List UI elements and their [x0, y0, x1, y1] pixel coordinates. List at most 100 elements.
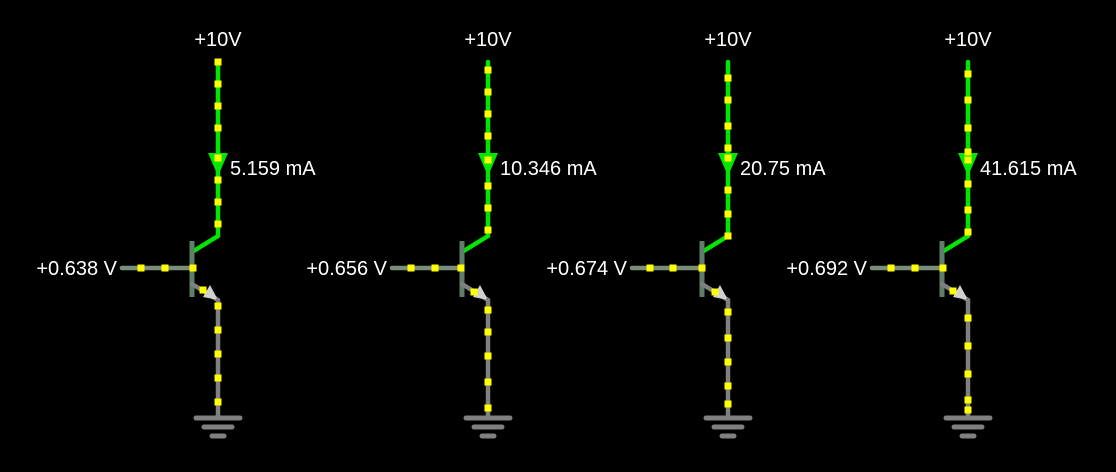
current-arrow-icon	[958, 153, 978, 176]
current-dot	[964, 124, 972, 132]
current-dots	[646, 74, 732, 408]
ground-icon	[703, 415, 753, 439]
current-dot	[137, 264, 145, 272]
current-dot	[484, 182, 492, 190]
current-dot	[698, 264, 706, 272]
transistor-circuit-2: +10V 10.346 mA +0.656 V	[306, 29, 597, 439]
current-dots	[137, 58, 222, 406]
current-dot	[964, 342, 972, 350]
current-dot	[484, 226, 492, 234]
current-dot	[484, 88, 492, 96]
current-dot	[964, 406, 972, 414]
current-dot	[214, 374, 222, 382]
current-dot	[711, 288, 719, 296]
current-dot	[484, 306, 492, 314]
current-dot	[214, 350, 222, 358]
current-dot	[669, 264, 677, 272]
collector-current-label: 20.75 mA	[740, 158, 826, 180]
current-dot	[484, 204, 492, 212]
collector-current-label: 41.615 mA	[980, 158, 1077, 180]
collector-current-label: 10.346 mA	[500, 158, 597, 180]
emitter-arrow-icon	[953, 285, 968, 300]
current-dot	[214, 176, 222, 184]
current-dot	[484, 132, 492, 140]
ground-icon	[943, 415, 993, 439]
current-dot	[964, 396, 972, 404]
current-dot	[724, 122, 732, 130]
ground-icon	[463, 415, 513, 439]
current-dot	[724, 334, 732, 342]
current-dot	[161, 264, 169, 272]
current-dot	[189, 264, 197, 272]
current-dot	[457, 264, 465, 272]
current-dot	[431, 264, 439, 272]
current-dot	[214, 302, 222, 310]
current-dot	[964, 70, 972, 78]
collector-lead	[699, 233, 731, 255]
current-dot	[214, 154, 222, 162]
base-voltage-label: +0.656 V	[306, 258, 387, 280]
current-dot	[724, 308, 732, 316]
current-dot	[724, 186, 732, 194]
current-arrow-icon	[208, 153, 228, 176]
current-dot	[199, 286, 207, 294]
current-dot	[724, 382, 732, 390]
current-dot	[724, 400, 732, 408]
current-dot	[484, 110, 492, 118]
current-dot	[724, 210, 732, 218]
current-dot	[724, 358, 732, 366]
current-dot	[407, 264, 415, 272]
current-dot	[484, 328, 492, 336]
current-dot	[939, 264, 947, 272]
current-dot	[724, 96, 732, 104]
current-arrow-icon	[478, 153, 498, 176]
supply-voltage-label: +10V	[944, 29, 992, 51]
current-dot	[949, 287, 957, 295]
current-dot	[964, 370, 972, 378]
current-dot	[724, 144, 732, 152]
current-dot	[214, 58, 222, 66]
current-dot	[911, 264, 919, 272]
transistor-circuit-1: +10V 5.159 mA +0.638 V	[36, 29, 316, 439]
current-dot	[646, 264, 654, 272]
current-dot	[484, 156, 492, 164]
current-dot	[964, 148, 972, 156]
current-dot	[964, 180, 972, 188]
current-dots	[887, 70, 972, 414]
current-dot	[484, 404, 492, 412]
base-voltage-label: +0.674 V	[546, 258, 627, 280]
current-dot	[214, 80, 222, 88]
collector-lead	[189, 233, 221, 255]
current-dot	[964, 314, 972, 322]
current-dot	[964, 228, 972, 236]
base-voltage-label: +0.692 V	[786, 258, 867, 280]
emitter-arrow-icon	[473, 285, 488, 300]
current-dot	[214, 102, 222, 110]
current-dot	[214, 198, 222, 206]
emitter-arrow-icon	[203, 285, 218, 300]
supply-voltage-label: +10V	[704, 29, 752, 51]
current-dot	[484, 352, 492, 360]
current-dot	[214, 326, 222, 334]
current-dot	[724, 154, 732, 162]
transistor-circuit-3: +10V 20.75 mA +0.674 V	[546, 29, 826, 439]
ground-icon	[193, 415, 243, 439]
current-dot	[470, 288, 478, 296]
collector-lead	[939, 233, 971, 255]
collector-lead	[459, 233, 491, 255]
current-dot	[724, 74, 732, 82]
current-dot	[484, 378, 492, 386]
emitter-arrow-icon	[713, 285, 728, 300]
supply-voltage-label: +10V	[194, 29, 242, 51]
current-dots	[407, 66, 492, 412]
transistor-circuit-4: +10V 41.615 mA +0.692 V	[786, 29, 1077, 439]
supply-voltage-label: +10V	[464, 29, 512, 51]
current-dot	[724, 232, 732, 240]
current-dot	[214, 220, 222, 228]
current-dot	[887, 264, 895, 272]
current-dot	[214, 124, 222, 132]
current-dot	[964, 206, 972, 214]
current-dot	[964, 96, 972, 104]
